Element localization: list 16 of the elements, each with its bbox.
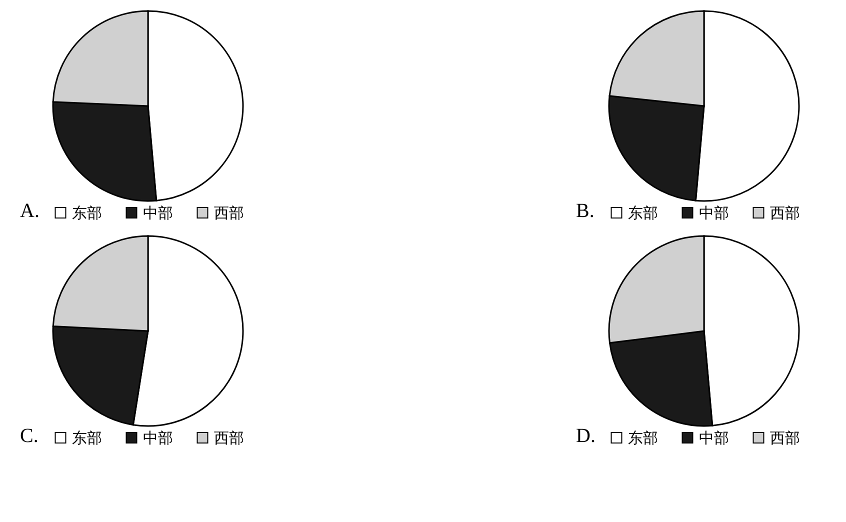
legend-label: 中部 bbox=[699, 204, 729, 222]
legend-label: 东部 bbox=[72, 204, 102, 222]
legend-label: 中部 bbox=[143, 428, 173, 447]
legend-label: 中部 bbox=[699, 428, 729, 447]
legend-label: 东部 bbox=[628, 204, 658, 222]
legend-label: 西部 bbox=[770, 204, 800, 222]
text: B. bbox=[576, 200, 594, 222]
legend-label: 东部 bbox=[72, 428, 102, 447]
text: A. bbox=[20, 200, 40, 222]
legend-label: 中部 bbox=[143, 204, 173, 222]
text: C. bbox=[20, 425, 38, 447]
text: D. bbox=[576, 425, 596, 447]
legend-label: 西部 bbox=[214, 204, 244, 222]
legend-label: 西部 bbox=[770, 428, 800, 447]
legend-label: 东部 bbox=[628, 428, 658, 447]
legend-label: 西部 bbox=[214, 428, 244, 447]
